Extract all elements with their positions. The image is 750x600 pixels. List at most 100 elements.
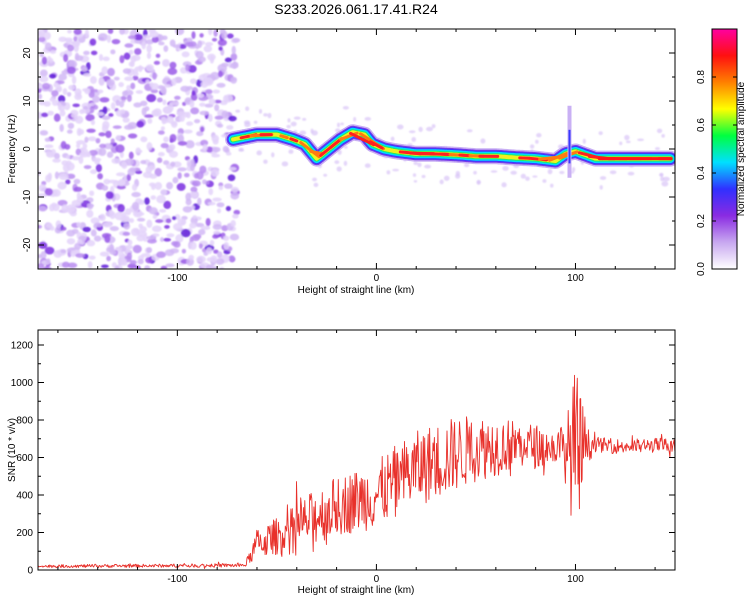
noise-blob — [101, 185, 109, 191]
noise-blob — [57, 181, 67, 190]
noise-blob — [84, 29, 89, 38]
noise-blob — [93, 235, 102, 242]
x-tick-label: 0 — [374, 273, 380, 284]
noise-blob — [106, 78, 115, 86]
noise-blob — [156, 251, 166, 258]
noise-blob — [99, 97, 110, 103]
noise-blob — [101, 66, 108, 75]
noise-blob — [161, 87, 167, 96]
noise-speckle — [656, 128, 663, 134]
noise-speckle — [243, 120, 251, 125]
noise-blob — [146, 247, 153, 253]
noise-blob — [171, 120, 178, 128]
noise-blob — [198, 243, 203, 249]
noise-blob — [115, 172, 126, 177]
noise-blob — [60, 226, 67, 231]
noise-blob — [126, 252, 133, 260]
colorbar-tick-label: 0.6 — [696, 118, 707, 132]
noise-blob — [186, 37, 193, 42]
noise-speckle — [397, 124, 404, 130]
noise-blob — [73, 29, 82, 35]
noise-blob — [202, 144, 208, 152]
noise-blob — [110, 102, 116, 110]
noise-blob — [90, 119, 96, 126]
noise-blob — [89, 38, 97, 46]
noise-blob — [45, 258, 51, 264]
noise-blob — [54, 171, 59, 180]
noise-blob — [147, 238, 157, 244]
noise-blob — [156, 97, 163, 103]
noise-blob — [144, 265, 151, 269]
noise-blob — [150, 89, 159, 94]
noise-blob — [130, 55, 137, 63]
noise-blob — [68, 84, 76, 91]
noise-blob — [155, 219, 164, 223]
noise-blob — [62, 88, 68, 96]
noise-speckle — [536, 133, 542, 138]
noise-blob — [71, 75, 77, 85]
noise-blob — [147, 118, 153, 124]
noise-blob — [127, 239, 133, 246]
noise-blob — [61, 204, 69, 213]
noise-blob — [66, 238, 76, 245]
ridge-core-segment — [458, 153, 471, 158]
noise-blob — [151, 109, 160, 117]
noise-blob — [58, 36, 67, 42]
noise-speckle — [625, 140, 631, 144]
noise-blob — [197, 197, 202, 206]
noise-blob — [187, 41, 197, 47]
noise-blob — [211, 146, 221, 153]
noise-blob — [160, 265, 168, 269]
noise-blob — [197, 40, 203, 48]
noise-blob — [190, 107, 200, 115]
noise-blob — [160, 142, 169, 149]
noise-speckle — [476, 180, 481, 184]
noise-blob — [202, 179, 207, 185]
noise-blob — [44, 137, 51, 142]
noise-blob — [164, 249, 175, 257]
noise-blob — [98, 132, 106, 137]
noise-blob — [215, 258, 225, 265]
noise-blob — [129, 260, 137, 265]
noise-blob — [173, 241, 181, 248]
noise-blob — [145, 166, 153, 174]
noise-speckle — [267, 112, 272, 119]
noise-speckle — [256, 150, 262, 156]
noise-blob — [146, 94, 157, 103]
noise-blob — [221, 30, 228, 40]
noise-blob — [212, 234, 219, 239]
noise-blob — [44, 188, 53, 196]
noise-blob — [190, 186, 198, 193]
noise-blob — [221, 225, 229, 232]
noise-blob — [217, 39, 227, 46]
noise-speckle — [340, 122, 344, 126]
noise-blob — [230, 53, 238, 61]
noise-blob — [72, 40, 81, 48]
colorbar-tick-label: 0.4 — [696, 166, 707, 180]
noise-blob — [126, 84, 131, 92]
noise-blob — [102, 222, 113, 228]
y-tick-label: -10 — [22, 189, 33, 204]
noise-blob — [55, 86, 62, 92]
noise-blob — [49, 49, 57, 54]
noise-speckle — [609, 170, 617, 175]
noise-blob — [122, 68, 132, 74]
noise-blob — [58, 173, 69, 180]
noise-blob — [119, 55, 125, 64]
y-tick-label: -20 — [22, 237, 33, 252]
noise-blob — [225, 151, 232, 156]
noise-blob — [140, 100, 148, 107]
noise-blob — [149, 31, 159, 38]
noise-blob — [216, 251, 223, 259]
noise-blob — [39, 69, 48, 77]
noise-blob — [166, 182, 174, 190]
noise-blob — [176, 111, 187, 116]
noise-blob — [136, 217, 146, 222]
noise-blob — [164, 84, 172, 88]
noise-blob — [145, 256, 153, 264]
spectrogram-x-ticks: -100 0 100 — [57, 29, 656, 284]
noise-blob — [177, 141, 188, 146]
noise-blob — [111, 158, 121, 164]
noise-blob — [153, 60, 161, 65]
